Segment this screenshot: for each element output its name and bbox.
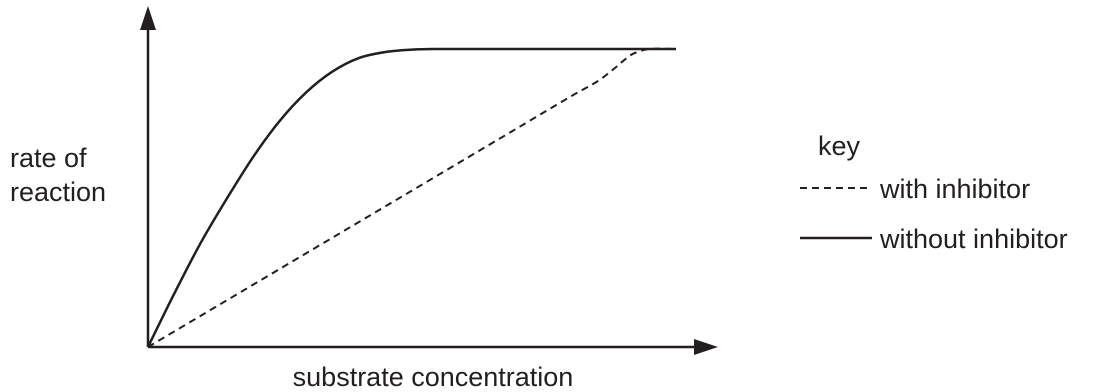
legend-title: key [818, 131, 861, 161]
y-axis-label-line-2: reaction [10, 177, 106, 207]
axes [140, 6, 718, 355]
legend-label-without-inhibitor: without inhibitor [879, 224, 1068, 254]
legend-label-with-inhibitor: with inhibitor [879, 174, 1030, 204]
series-line-without-inhibitor [146, 47, 676, 348]
x-axis-arrow [694, 339, 718, 355]
legend: key with inhibitor without inhibitor [800, 131, 1068, 254]
series-line-with-inhibitor [147, 47, 677, 348]
y-axis-label-line-1: rate of [10, 143, 87, 173]
y-axis-arrow [140, 6, 156, 30]
series-layer [146, 47, 677, 348]
x-axis-label: substrate concentration [293, 362, 574, 392]
